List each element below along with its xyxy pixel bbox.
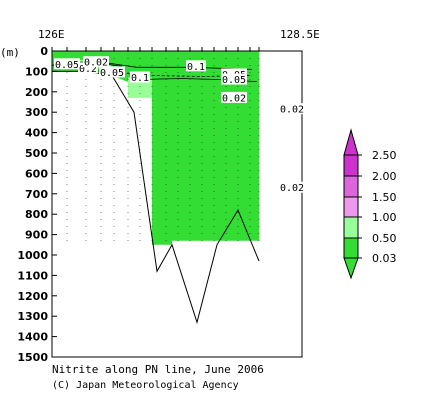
colorbar-segment [343,237,359,259]
contour-label-bg [186,60,206,72]
y-tick-label: 1500 [17,351,48,364]
y-tick-label: 400 [25,127,48,140]
contour-label: 0.02 [84,58,108,69]
contour-label: 0.02 [280,105,304,116]
colorbar-segment [343,196,359,218]
colorbar-level-label: 2.50 [372,149,397,162]
colorbar-top-triangle [343,128,359,156]
colorbar: 2.50 2.00 1.50 1.00 0.50 0.03 [343,128,397,280]
colorbar-bottom-triangle [343,257,359,280]
y-tick-label: 1300 [17,310,48,323]
station-lines [51,51,260,245]
y-axis-label: (m) [0,46,20,59]
contour-label-bg [99,66,125,78]
y-tick-label: 1000 [17,249,48,262]
top-axis-ticks [51,47,260,51]
contour-label: 0.02 [280,183,304,194]
contour-label: 0.2 [79,64,97,75]
colorbar-segment [343,154,359,177]
plot-frame [51,50,303,358]
colorbar-segment [343,216,359,239]
contour-label-bg [279,103,305,115]
y-tick-label: 1100 [17,269,48,282]
y-axis-ticks: 0 100 200 300 400 500 600 700 800 900 1000 1100 1200… [17,45,57,364]
colorbar-level-label: 0.50 [372,232,397,245]
y-tick-label: 1200 [17,290,48,303]
x-tick-label-end: 128.5E [280,28,320,41]
fill-light-patch [128,77,152,98]
contour-label-bg [83,56,109,68]
y-tick-label: 600 [25,167,48,180]
chart-title: Nitrite along PN line, June 2006 [52,363,264,376]
contour-label: 0.1 [187,62,205,73]
contour-label-bg [221,73,247,85]
contour-label: 0.05 [55,60,79,71]
y-tick-label: 800 [25,208,48,221]
y-tick-label: 100 [25,65,48,78]
y-tick-label: 500 [25,147,48,160]
colorbar-level-label: 2.00 [372,170,397,183]
contour-label: 0.02 [222,93,246,104]
contour-label-bg [221,91,247,103]
contour-label-bg [130,71,150,83]
contour-labels: 0.050.20.020.050.10.10.050.050.020.020.0… [54,56,305,194]
contour-label: 0.05 [222,75,246,86]
y-tick-label: 200 [25,86,48,99]
contour-label-bg [78,62,98,74]
contour-label-bg [279,181,305,193]
y-tick-label: 700 [25,188,48,201]
fill-deep-column [152,77,259,245]
y-tick-label: 300 [25,106,48,119]
colorbar-level-label: 1.00 [372,211,397,224]
y-tick-label: 900 [25,229,48,242]
contour-label: 0.1 [131,73,149,84]
credit-text: (C) Japan Meteorological Agency [52,380,239,391]
colorbar-level-label: 1.50 [372,191,397,204]
y-tick-label: 0 [40,45,48,58]
contour-label: 0.05 [100,68,124,79]
colorbar-segment [343,175,359,198]
y-tick-label: 1400 [17,331,48,344]
x-tick-label-start: 126E [38,28,65,41]
colorbar-level-label: 0.03 [372,252,397,265]
contour-label-bg [54,58,80,70]
